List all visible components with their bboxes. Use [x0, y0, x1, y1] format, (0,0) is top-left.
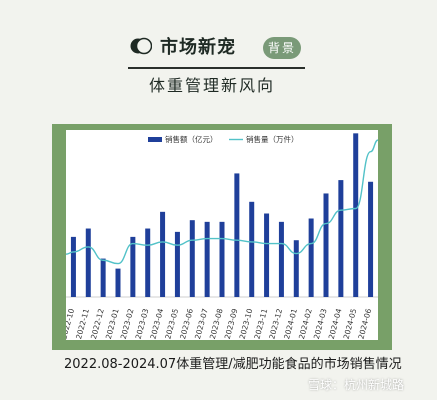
bar-2023-10: [249, 201, 255, 297]
circles-logo-icon: [130, 37, 152, 55]
x-tick-label-2023-07: 2023-07: [193, 307, 210, 340]
x-tick-label-2023-12: 2023-12: [267, 307, 284, 340]
x-tick-label-2024-05: 2024-05: [342, 307, 359, 340]
x-tick-label-2023-03: 2023-03: [134, 307, 151, 340]
x-tick-label-2022-11: 2022-11: [74, 307, 91, 340]
header-title: 市场新宠: [160, 37, 236, 58]
x-tick-label-2023-10: 2023-10: [238, 307, 255, 340]
x-tick-label-2023-05: 2023-05: [163, 307, 180, 340]
bar-2023-07: [204, 221, 210, 297]
x-tick-label-2023-11: 2023-11: [252, 307, 269, 340]
bar-2023-11: [264, 213, 270, 297]
x-tick-label-2023-09: 2023-09: [223, 307, 240, 340]
bar-2023-02: [130, 236, 136, 297]
bar-2023-05: [174, 231, 180, 297]
x-tick-label-2023-06: 2023-06: [178, 307, 195, 340]
x-tick-label-2023-08: 2023-08: [208, 307, 225, 340]
sales-volume-line: [66, 139, 378, 265]
watermark: 雪球：杭州新城路: [308, 378, 405, 392]
x-tick-label-2023-01: 2023-01: [104, 307, 121, 340]
bar-2024-06: [368, 181, 374, 297]
bar-2023-09: [234, 173, 240, 297]
legend-swatch-bar: [148, 137, 162, 142]
bar-2023-03: [145, 228, 151, 297]
x-tick-label-2024-03: 2024-03: [312, 307, 329, 340]
bar-2024-03: [323, 193, 329, 297]
bar-2023-01: [115, 268, 121, 297]
x-tick-label-2023-04: 2023-04: [148, 307, 165, 340]
bar-2023-08: [219, 221, 225, 297]
bar-2022-11: [85, 228, 91, 297]
bar-2022-12: [100, 258, 106, 297]
bar-2023-12: [278, 221, 284, 297]
legend-label-bar: 销售额（亿元）: [165, 134, 218, 144]
chart-caption: 2022.08-2024.07体重管理/减肥功能食品的市场销售情况: [64, 357, 402, 372]
header-badge: 背景: [263, 37, 301, 59]
x-tick-label-2024-02: 2024-02: [297, 307, 314, 340]
sales-chart: 2022-102022-112022-122023-012023-022023-…: [66, 133, 378, 340]
x-tick-label-2024-04: 2024-04: [327, 307, 344, 340]
bar-2024-02: [308, 218, 314, 297]
bar-2023-06: [189, 220, 195, 297]
x-tick-label-2024-01: 2024-01: [282, 307, 299, 340]
x-tick-label-2024-06: 2024-06: [356, 307, 373, 340]
x-tick-label-2022-10: 2022-10: [66, 307, 76, 340]
bar-2024-01: [293, 240, 299, 297]
bar-2024-04: [338, 180, 344, 297]
bar-2024-05: [353, 133, 359, 297]
x-tick-label-2023-02: 2023-02: [119, 307, 136, 340]
legend-label-line: 销售量（万件）: [246, 134, 299, 144]
header-divider: [128, 67, 305, 69]
header-subtitle: 体重管理新风向: [149, 76, 276, 95]
x-tick-label-2022-12: 2022-12: [89, 307, 106, 340]
bar-2022-10: [70, 236, 76, 297]
bar-2023-04: [160, 211, 166, 297]
